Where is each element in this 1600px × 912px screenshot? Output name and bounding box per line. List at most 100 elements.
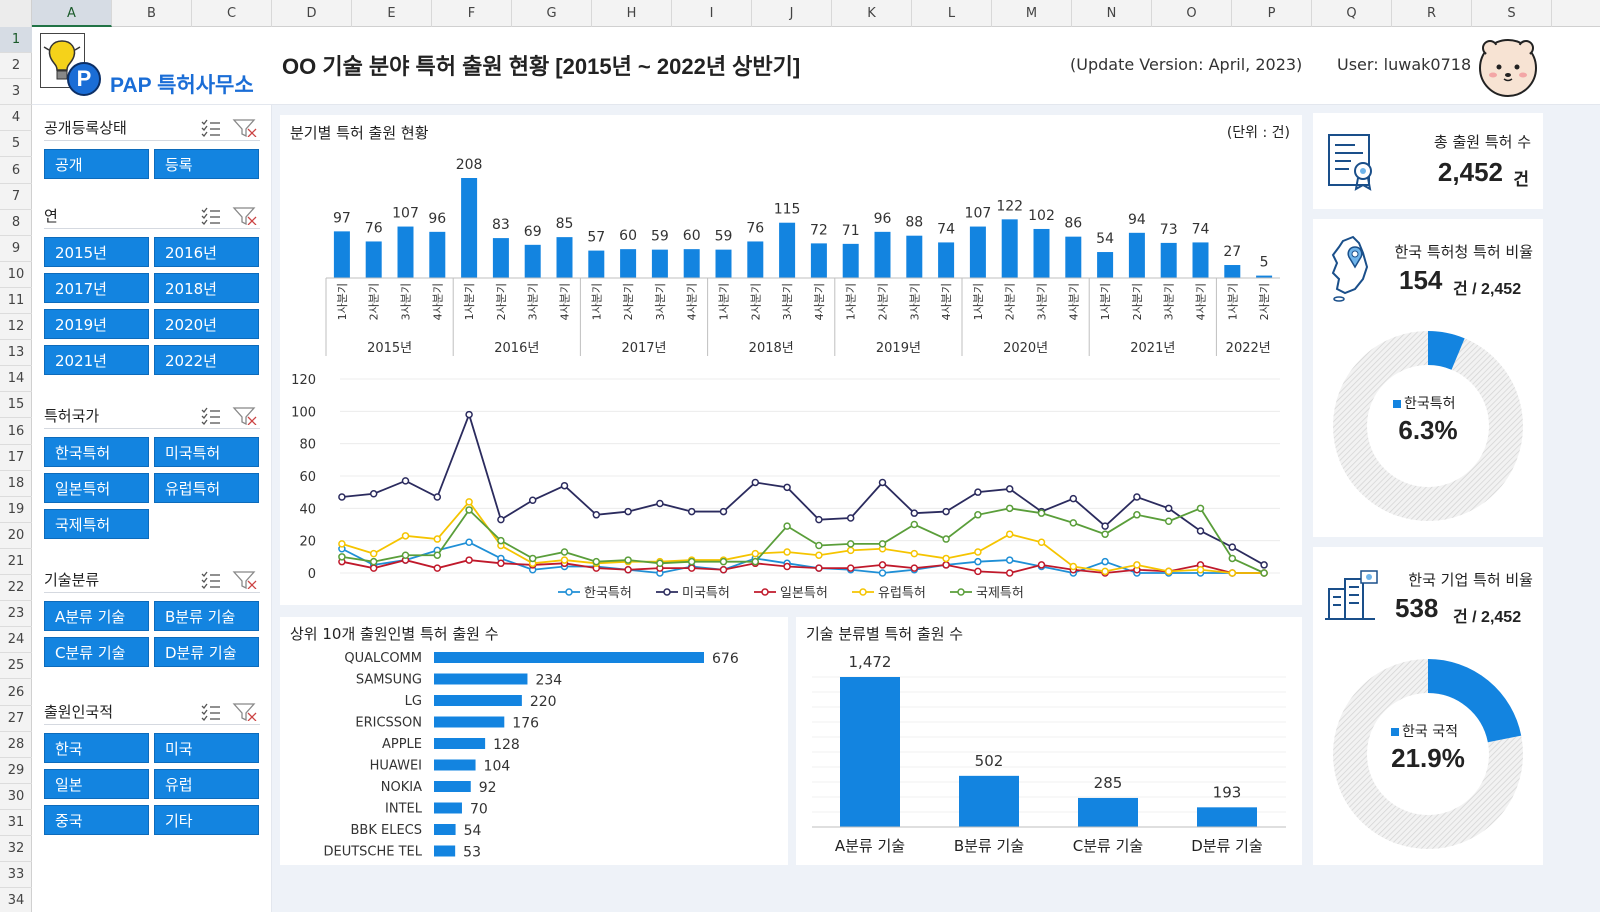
slicer-item-button[interactable]: A분류 기술 [44, 601, 149, 631]
column-header-g[interactable]: G [512, 0, 592, 27]
row-header-28[interactable]: 28 [0, 732, 32, 758]
slicer-item-button[interactable]: 일본특허 [44, 473, 149, 503]
row-header-2[interactable]: 2 [0, 53, 32, 80]
slicer-item-button[interactable]: 한국 [44, 733, 149, 763]
series-point [815, 564, 823, 572]
row-header-29[interactable]: 29 [0, 758, 32, 784]
row-header-34[interactable]: 34 [0, 888, 32, 912]
slicer-item-button[interactable]: 등록 [154, 149, 259, 179]
multi-select-icon[interactable] [201, 571, 220, 589]
slicer-item-button[interactable]: 2017년 [44, 273, 149, 303]
quarterly-chart: 97 1사분기 76 2사분기 107 3사분기 96 4사분기 208 1사분기 83 2사분기 69… [291, 157, 1280, 601]
row-header-26[interactable]: 26 [0, 680, 32, 706]
multi-select-icon[interactable] [201, 407, 220, 425]
row-header-15[interactable]: 15 [0, 392, 32, 419]
column-header-l[interactable]: L [912, 0, 992, 27]
quarterly-value-label: 96 [874, 211, 892, 227]
slicer-title: 기술분류 [44, 571, 100, 589]
slicer-item-button[interactable]: D분류 기술 [154, 637, 259, 667]
column-header-n[interactable]: N [1072, 0, 1152, 27]
row-header-18[interactable]: 18 [0, 471, 32, 497]
column-header-h[interactable]: H [592, 0, 672, 27]
column-header-i[interactable]: I [672, 0, 752, 27]
row-header-25[interactable]: 25 [0, 653, 32, 680]
multi-select-icon[interactable] [201, 703, 220, 721]
column-header-k[interactable]: K [832, 0, 912, 27]
row-header-27[interactable]: 27 [0, 706, 32, 732]
row-header-24[interactable]: 24 [0, 627, 32, 654]
slicer-item-button[interactable]: 한국특허 [44, 437, 149, 467]
row-header-17[interactable]: 17 [0, 445, 32, 471]
slicer-item-button[interactable]: 미국 [154, 733, 259, 763]
quarterly-value-label: 57 [587, 230, 605, 246]
row-header-6[interactable]: 6 [0, 158, 32, 184]
row-header-7[interactable]: 7 [0, 184, 32, 210]
row-header-5[interactable]: 5 [0, 131, 32, 158]
column-header-q[interactable]: Q [1312, 0, 1392, 27]
row-header-14[interactable]: 14 [0, 366, 32, 393]
row-header-3[interactable]: 3 [0, 79, 32, 106]
clear-filter-icon[interactable] [232, 571, 257, 589]
slicer-item-button[interactable]: 유럽특허 [154, 473, 259, 503]
row-header-33[interactable]: 33 [0, 862, 32, 889]
column-header-p[interactable]: P [1232, 0, 1312, 27]
column-header-c[interactable]: C [192, 0, 272, 27]
slicer-item-button[interactable]: B분류 기술 [154, 601, 259, 631]
series-point [1069, 519, 1078, 527]
row-header-12[interactable]: 12 [0, 314, 32, 341]
slicer-item-button[interactable]: 2020년 [154, 309, 259, 339]
row-header-11[interactable]: 11 [0, 288, 32, 315]
slicer-item-button[interactable]: 일본 [44, 769, 149, 799]
clear-filter-icon[interactable] [232, 119, 257, 137]
applicant-bar [434, 695, 522, 706]
slicer-item-button[interactable]: 2019년 [44, 309, 149, 339]
slicer-item-button[interactable]: 유럽 [154, 769, 259, 799]
clear-filter-icon[interactable] [232, 703, 257, 721]
row-header-19[interactable]: 19 [0, 497, 32, 523]
column-header-a[interactable]: A [32, 0, 112, 27]
series-point [687, 557, 696, 566]
row-header-30[interactable]: 30 [0, 784, 32, 810]
avatar-bear-icon[interactable] [1477, 35, 1539, 97]
slicer-item-button[interactable]: 2022년 [154, 345, 259, 375]
select-all-corner[interactable] [0, 0, 32, 27]
row-header-10[interactable]: 10 [0, 262, 32, 288]
row-header-20[interactable]: 20 [0, 523, 32, 549]
row-header-32[interactable]: 32 [0, 836, 32, 863]
multi-select-icon[interactable] [201, 119, 220, 137]
row-header-16[interactable]: 16 [0, 419, 32, 445]
multi-select-icon[interactable] [201, 207, 220, 225]
column-header-e[interactable]: E [352, 0, 432, 27]
slicer-item-button[interactable]: 국제특허 [44, 509, 149, 539]
column-header-m[interactable]: M [992, 0, 1072, 27]
column-header-j[interactable]: J [752, 0, 832, 27]
slicer-item-button[interactable]: 2021년 [44, 345, 149, 375]
row-header-4[interactable]: 4 [0, 105, 32, 132]
slicer-item-button[interactable]: 공개 [44, 149, 149, 179]
slicer-items: 한국 미국 일본 유럽 중국 기타 [44, 733, 260, 841]
column-header-f[interactable]: F [432, 0, 512, 27]
row-header-9[interactable]: 9 [0, 236, 32, 262]
slicer-item-button[interactable]: 2018년 [154, 273, 259, 303]
clear-filter-icon[interactable] [232, 207, 257, 225]
column-header-o[interactable]: O [1152, 0, 1232, 27]
slicer-item-button[interactable]: 기타 [154, 805, 259, 835]
row-header-31[interactable]: 31 [0, 810, 32, 837]
column-header-s[interactable]: S [1472, 0, 1552, 27]
clear-filter-icon[interactable] [232, 407, 257, 425]
slicer-item-button[interactable]: 미국특허 [154, 437, 259, 467]
column-header-b[interactable]: B [112, 0, 192, 27]
row-header-23[interactable]: 23 [0, 601, 32, 628]
row-header-13[interactable]: 13 [0, 340, 32, 367]
column-header-r[interactable]: R [1392, 0, 1472, 27]
row-header-8[interactable]: 8 [0, 210, 32, 236]
slicer-item-button[interactable]: 2015년 [44, 237, 149, 267]
slicer-item-button[interactable]: 2016년 [154, 237, 259, 267]
row-header-22[interactable]: 22 [0, 575, 32, 602]
row-header-1[interactable]: 1 [0, 27, 32, 54]
tech-bar [840, 677, 900, 827]
slicer-item-button[interactable]: C분류 기술 [44, 637, 149, 667]
row-header-21[interactable]: 21 [0, 549, 32, 576]
slicer-item-button[interactable]: 중국 [44, 805, 149, 835]
column-header-d[interactable]: D [272, 0, 352, 27]
